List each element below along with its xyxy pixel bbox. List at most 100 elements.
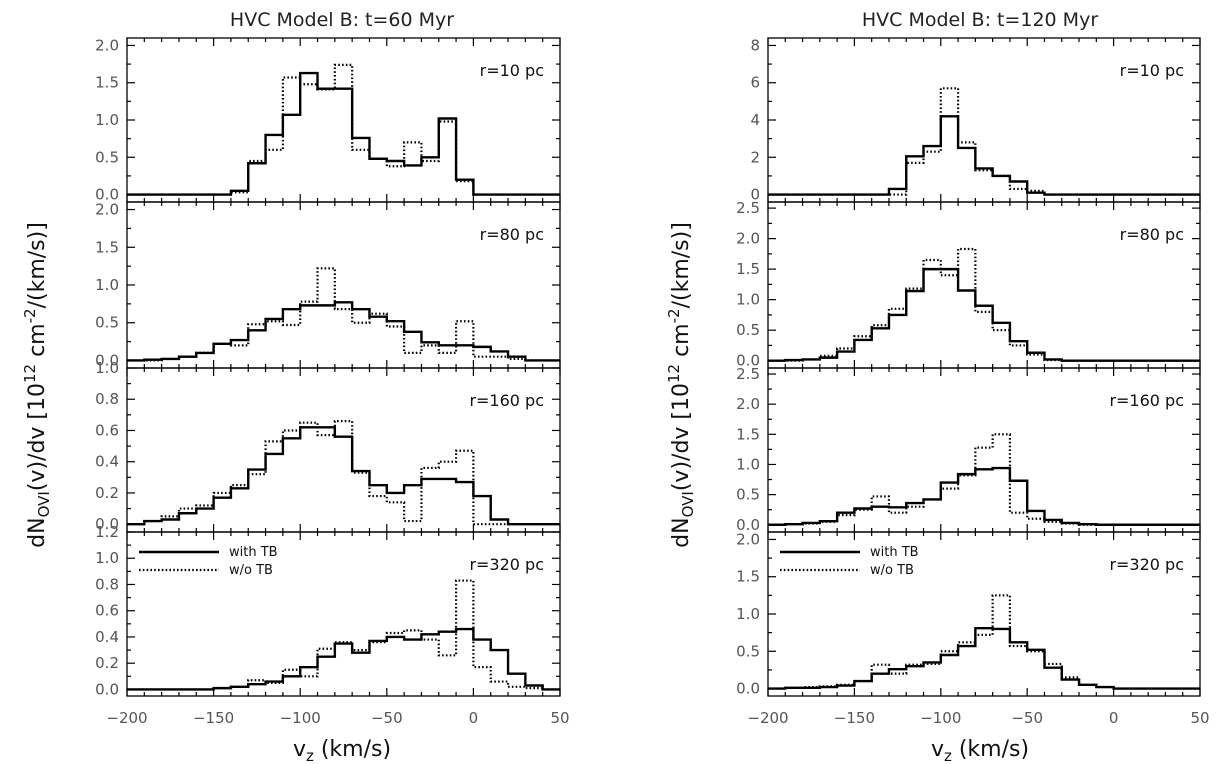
legend-label-with-tb: with TB: [229, 545, 278, 560]
y-tick-label: 2.0: [736, 530, 760, 548]
y-tick-label: 2.5: [736, 199, 760, 217]
panel-label: r=160 pc: [1109, 391, 1184, 410]
x-tick-label: −50: [371, 709, 403, 727]
y-tick-label: 1.0: [736, 455, 760, 473]
legend-label-without-tb: w/o TB: [229, 563, 273, 578]
x-tick-label: −50: [1011, 709, 1043, 727]
series-with-tb: [768, 267, 1200, 362]
x-tick-label: −200: [747, 709, 788, 727]
panel-label: r=320 pc: [469, 555, 544, 574]
panel-1-3: 0.0 0.5 1.0 1.5 2.0 r=320 pc with TB w/o TB: [736, 530, 1201, 698]
y-tick-label: 0.8: [95, 390, 119, 408]
x-tick-label: −150: [834, 709, 875, 727]
y-tick-label: 4: [750, 111, 760, 129]
xlabel-left: vz (km/s): [293, 737, 391, 764]
plot-area: 0.0 0.5 1.0 1.5 2.0 r=10 pc 0.0 0.5 1.0 1.5 2.0 r=8…: [95, 36, 1209, 727]
y-tick-label: 0.6: [95, 421, 119, 439]
y-tick-label: 1.0: [95, 359, 119, 377]
x-tick-label: −200: [106, 709, 147, 727]
y-tick-label: 0.2: [95, 654, 119, 672]
y-tick-label: 2.5: [736, 365, 760, 383]
y-tick-label: 1.0: [95, 276, 119, 294]
y-tick-label: 0.0: [95, 515, 119, 533]
y-tick-label: 0.8: [95, 575, 119, 593]
series-without-tb: [127, 63, 560, 196]
y-tick-label: 1.2: [95, 523, 119, 541]
series-without-tb: [768, 433, 1200, 526]
y-tick-label: 0.2: [95, 484, 119, 502]
panel-label: r=320 pc: [1109, 555, 1184, 574]
y-tick-label: 1.0: [95, 111, 119, 129]
chart-title-left: HVC Model B: t=60 Myr: [230, 9, 454, 31]
y-tick-label: 0.0: [95, 186, 119, 204]
panel-1-2: 0.0 0.5 1.0 1.5 2.0 2.5 r=160 pc: [736, 365, 1201, 534]
y-tick-label: 0.4: [95, 628, 119, 646]
panel-label: r=80 pc: [1120, 225, 1184, 244]
series-with-tb: [127, 301, 560, 362]
y-tick-label: 0.0: [736, 680, 760, 698]
y-tick-label: 0.0: [736, 352, 760, 370]
x-tick-label: −150: [193, 709, 234, 727]
series-with-tb: [127, 71, 560, 196]
panel-label: r=160 pc: [469, 391, 544, 410]
x-tick-label: 50: [1190, 709, 1209, 727]
y-tick-label: 0.5: [736, 642, 760, 660]
y-tick-label: 1.5: [95, 238, 119, 256]
panel-0-1: 0.0 0.5 1.0 1.5 2.0 r=80 pc: [95, 201, 561, 369]
panel-label: r=10 pc: [1120, 61, 1184, 80]
panel-0-0: 0.0 0.5 1.0 1.5 2.0 r=10 pc: [95, 36, 561, 204]
legend-label-without-tb: w/o TB: [870, 563, 914, 578]
chart-0: 0.0 0.5 1.0 1.5 2.0 r=10 pc 0.0 0.5 1.0 1.5 2.0 r=8…: [95, 36, 569, 727]
series-without-tb: [127, 579, 560, 691]
series-without-tb: [768, 87, 1200, 196]
y-tick-label: 6: [750, 74, 760, 92]
y-tick-label: 0.5: [95, 314, 119, 332]
series-with-tb: [127, 627, 560, 691]
y-tick-label: 2.0: [736, 395, 760, 413]
y-tick-label: 0.0: [95, 351, 119, 369]
y-tick-label: 0.6: [95, 602, 119, 620]
xlabel-right: vz (km/s): [931, 737, 1029, 764]
series-with-tb: [768, 626, 1200, 690]
y-tick-label: 0.5: [95, 148, 119, 166]
legend-label-with-tb: with TB: [870, 545, 919, 560]
y-tick-label: 2: [750, 148, 760, 166]
y-tick-label: 2.0: [95, 36, 119, 54]
x-tick-label: 0: [469, 709, 479, 727]
ylabel-left: dNOVI(v)/dv [1012 cm-2/(km/s)]: [21, 222, 53, 548]
x-tick-label: −100: [280, 709, 321, 727]
y-tick-label: 0.5: [736, 486, 760, 504]
x-tick-label: 50: [550, 709, 569, 727]
y-tick-label: 1.5: [736, 260, 760, 278]
series-without-tb: [127, 267, 560, 362]
y-tick-label: 1.0: [95, 549, 119, 567]
y-tick-label: 1.0: [736, 605, 760, 623]
y-tick-label: 0.4: [95, 453, 119, 471]
panel-0-3: 0.0 0.2 0.4 0.6 0.8 1.0 1.2 r=320 pc with TB w/o …: [95, 523, 561, 698]
x-tick-label: 0: [1109, 709, 1119, 727]
series-without-tb: [127, 420, 560, 526]
series-with-tb: [768, 115, 1200, 196]
y-tick-label: 0.0: [736, 516, 760, 534]
y-tick-label: 1.5: [736, 568, 760, 586]
y-tick-label: 2.0: [736, 230, 760, 248]
panel-1-0: 0 2 4 6 8 r=10 pc: [750, 36, 1201, 204]
panel-label: r=80 pc: [480, 225, 544, 244]
ylabel-right: dNOVI(v)/dv [1012 cm-2/(km/s)]: [665, 222, 697, 548]
series-with-tb: [768, 466, 1200, 526]
y-tick-label: 0.5: [736, 321, 760, 339]
y-tick-label: 1.0: [736, 291, 760, 309]
y-tick-label: 2.0: [95, 201, 119, 219]
panel-1-1: 0.0 0.5 1.0 1.5 2.0 2.5 r=80 pc: [736, 199, 1201, 370]
panel-0-2: 0.0 0.2 0.4 0.6 0.8 1.0 r=160 pc: [95, 359, 561, 533]
y-tick-label: 0.0: [95, 680, 119, 698]
y-tick-label: 1.5: [95, 74, 119, 92]
y-tick-label: 8: [750, 36, 760, 54]
panel-label: r=10 pc: [480, 61, 544, 80]
series-without-tb: [768, 247, 1200, 362]
y-tick-label: 0: [750, 186, 760, 204]
series-without-tb: [768, 594, 1200, 690]
y-tick-label: 1.5: [736, 425, 760, 443]
